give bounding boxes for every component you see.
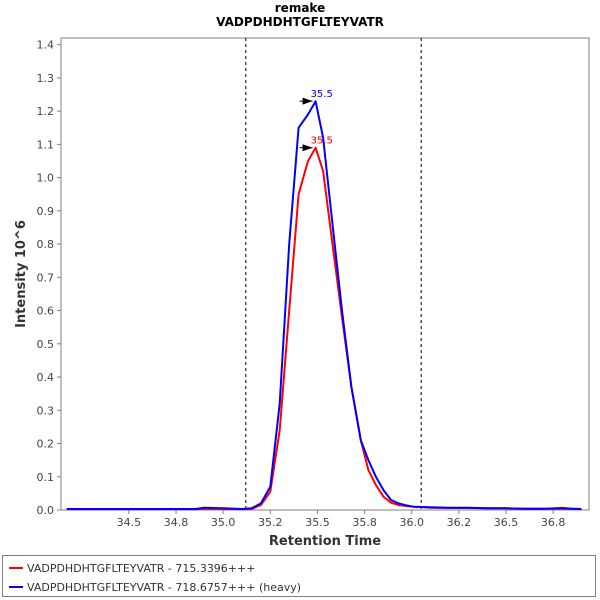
x-tick-label: 34.8 [164, 516, 189, 529]
legend-swatch-light [9, 567, 23, 569]
y-tick-label: 0.5 [37, 338, 55, 351]
legend-item-heavy: VADPDHDHTGFLTEYVATR - 718.6757+++ (heavy… [9, 578, 301, 596]
legend-label-light: VADPDHDHTGFLTEYVATR - 715.3396+++ [27, 561, 256, 575]
y-tick-label: 0.1 [37, 471, 55, 484]
peak-label-light: 35.5 [311, 136, 333, 147]
series-line-heavy [66, 100, 582, 510]
x-tick-label: 35.0 [211, 516, 236, 529]
x-tick-label: 35.8 [352, 516, 377, 529]
x-tick-label: 36.5 [494, 516, 519, 529]
y-tick-label: 0.6 [37, 305, 55, 318]
plot-area [60, 37, 590, 511]
x-tick-label: 35.5 [305, 516, 330, 529]
y-tick-label: 1.4 [37, 39, 55, 52]
y-tick-label: 1.3 [37, 72, 55, 85]
y-tick-label: 0.2 [37, 438, 55, 451]
legend: VADPDHDHTGFLTEYVATR - 715.3396+++ VADPDH… [2, 555, 596, 597]
x-tick-label: 36.8 [541, 516, 566, 529]
y-tick-label: 0.9 [37, 205, 55, 218]
chromatogram-chart: remake VADPDHDHTGFLTEYVATR 0.00.10.20.30… [14, 1, 590, 549]
x-tick-label: 36.2 [447, 516, 472, 529]
x-tick-label: 35.2 [258, 516, 283, 529]
x-tick-label: 36.0 [399, 516, 424, 529]
y-tick-label: 1.1 [37, 138, 55, 151]
legend-item-light: VADPDHDHTGFLTEYVATR - 715.3396+++ [9, 559, 255, 577]
y-tick-label: 1.0 [37, 172, 55, 185]
y-tick-label: 0.0 [37, 504, 55, 517]
peak-annotations: 35.5 35.5 [299, 89, 333, 152]
boundary-lines [245, 38, 422, 510]
peak-label-heavy: 35.5 [311, 89, 333, 100]
y-tick-label: 0.7 [37, 271, 55, 284]
series-layer [66, 100, 582, 511]
axes: 0.0 0.1 0.2 0.3 0.4 0.5 0.6 0.7 0.8 0.9 1.0 1.1 1.2 1… [37, 39, 566, 529]
chart-title: remake [275, 1, 325, 15]
legend-label-heavy: VADPDHDHTGFLTEYVATR - 718.6757+++ (heavy… [27, 580, 302, 594]
chart-subtitle: VADPDHDHTGFLTEYVATR [216, 15, 384, 29]
legend-swatch-heavy [9, 586, 23, 588]
peak-arrow-head [302, 144, 313, 152]
x-axis-label: Retention Time [269, 534, 381, 549]
peak-arrow-head [302, 97, 313, 105]
y-axis-label: Intensity 10^6 [14, 220, 29, 328]
y-tick-label: 0.4 [37, 371, 55, 384]
x-tick-label: 34.5 [117, 516, 142, 529]
y-tick-label: 0.3 [37, 404, 55, 417]
y-tick-label: 0.8 [37, 238, 55, 251]
y-tick-label: 1.2 [37, 105, 55, 118]
